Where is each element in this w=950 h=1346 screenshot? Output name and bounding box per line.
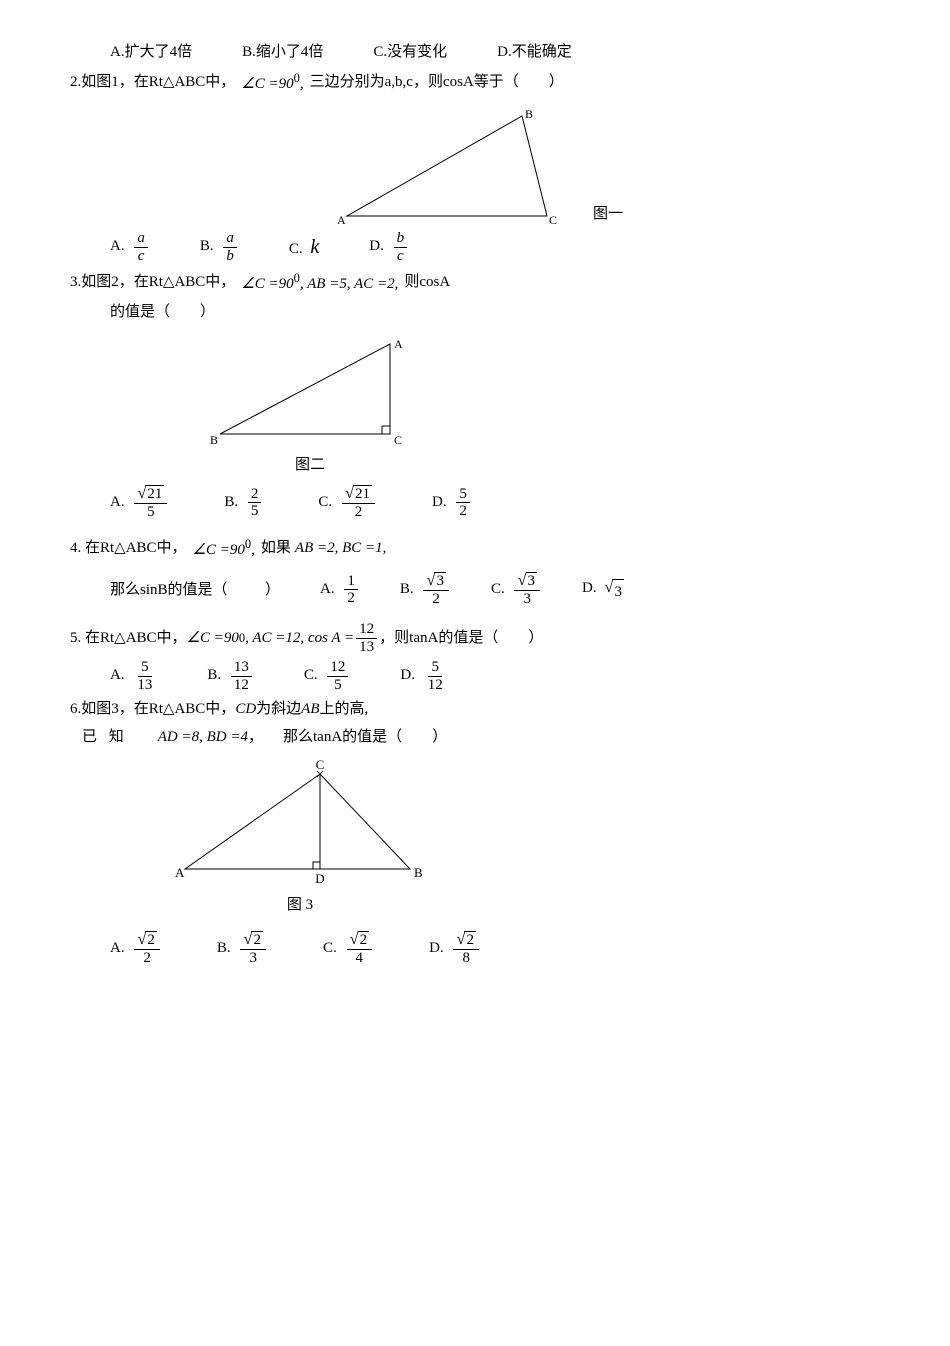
q1-opt-c: C.没有变化 [373, 40, 447, 64]
tri1-A: A [337, 213, 346, 226]
q6-options: A. √22 B. √23 C. √24 D. √28 [110, 931, 880, 966]
q5-opt-a: A. 513 [110, 659, 157, 693]
q2-opt-b: B. ab [200, 230, 239, 264]
q4-opt-a: A. 12 [320, 573, 360, 607]
q4-opt-c: C. √33 [491, 572, 542, 607]
svg-text:A: A [175, 865, 185, 880]
triangle-2-svg: B C A [200, 334, 420, 449]
q4-math: ∠C =900, [193, 534, 255, 562]
q4-text-a: 4. 在Rt△ABC中， [70, 536, 187, 560]
q3-figure: B C A 图二 [200, 334, 880, 481]
q1-options: A.扩大了4倍 B.缩小了4倍 C.没有变化 D.不能确定 [110, 40, 880, 64]
triangle-3-svg: A B C D [170, 759, 430, 889]
q1-opt-a: A.扩大了4倍 [110, 40, 192, 64]
tri2-C: C [394, 433, 402, 447]
svg-text:B: B [414, 865, 423, 880]
q2-text-c: ） [549, 70, 564, 94]
svg-text:C: C [316, 759, 325, 772]
q4-line2: 那么sinB的值是（ ） A. 12 B. √32 C. √33 D. √3 [110, 572, 880, 607]
q4-stem: 4. 在Rt△ABC中， ∠C =900, 如果 AB =2, BC =1, [70, 534, 880, 562]
q5-options: A. 513 B. 1312 C. 125 D. 512 [110, 659, 880, 693]
q3-stem: 3.如图2，在Rt△ABC中， ∠C =900, AB =5, AC =2, 则… [70, 268, 880, 296]
q5-opt-b: B. 1312 [207, 659, 254, 693]
q3-opt-b: B. 25 [224, 486, 263, 520]
q5-text-a: 5. 在Rt△ABC中， [70, 626, 187, 650]
q5-opt-c: C. 125 [304, 659, 351, 693]
q3-options: A. √215 B. 25 C. √212 D. 52 [110, 485, 880, 520]
fig1-label: 图一 [593, 202, 623, 226]
tri2-A: A [394, 337, 403, 351]
tri1-C: C [549, 213, 557, 226]
svg-text:D: D [315, 871, 324, 886]
q3-text-a: 3.如图2，在Rt△ABC中， [70, 270, 235, 294]
q2-text-a: 2.如图1，在Rt△ABC中， [70, 70, 235, 94]
q3-tail: 则cosA [404, 270, 450, 294]
q2-opt-c: C. k [289, 231, 319, 263]
q3-math: ∠C =900, AB =5, AC =2, [241, 268, 398, 296]
fig2-label: 图二 [200, 453, 420, 477]
q4-opt-d: D. √3 [582, 576, 624, 604]
q5-opt-d: D. 512 [400, 659, 447, 693]
q4-opt-b: B. √32 [400, 572, 451, 607]
q2-math: ∠C =900, [241, 68, 303, 96]
q6-figure: A B C D 图 3 [170, 759, 880, 921]
q6-opt-c: C. √24 [323, 931, 374, 966]
q2-stem: 2.如图1，在Rt△ABC中， ∠C =900, 三边分别为a,b,c，则cos… [70, 68, 880, 96]
q6-opt-d: D. √28 [429, 931, 481, 966]
q3-line2: 的值是（ ） [110, 300, 880, 324]
tri1-B: B [525, 107, 533, 121]
triangle-1-svg: A C B [327, 106, 587, 226]
q5-stem: 5. 在Rt△ABC中， ∠C =900 , AC =12, cos A = 1… [70, 621, 880, 655]
q3-opt-a: A. √215 [110, 485, 169, 520]
q1-opt-d: D.不能确定 [497, 40, 572, 64]
q3-opt-c: C. √212 [318, 485, 377, 520]
q2-text-b: 三边分别为a,b,c，则cosA等于（ [310, 70, 519, 94]
q1-opt-b: B.缩小了4倍 [242, 40, 323, 64]
q2-opt-a: A. ac [110, 230, 150, 264]
q6-opt-b: B. √23 [217, 931, 268, 966]
tri2-B: B [210, 433, 218, 447]
q6-stem: 6.如图3，在Rt△ABC中， CD 为斜边 AB 上的高, [70, 697, 880, 721]
q3-opt-d: D. 52 [432, 486, 472, 520]
q6-opt-a: A. √22 [110, 931, 162, 966]
q6-line2: 已 知 AD =8, BD =4， 那么tanA的值是（ ） [70, 725, 880, 749]
fig3-label: 图 3 [170, 893, 430, 917]
q2-opt-d: D. bc [369, 230, 409, 264]
q2-figure: A C B 图一 [70, 106, 880, 226]
q2-options: A. ac B. ab C. k D. bc [110, 230, 880, 264]
